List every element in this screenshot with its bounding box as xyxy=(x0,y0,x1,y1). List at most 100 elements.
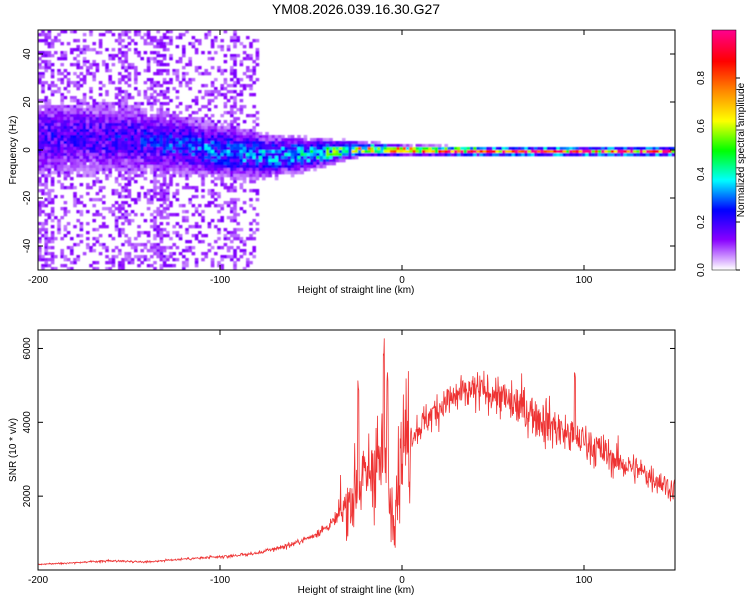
heatmap-cell xyxy=(38,249,42,253)
heatmap-cell xyxy=(198,123,202,127)
heatmap-cell xyxy=(191,168,196,172)
heatmap-cell xyxy=(153,165,157,169)
heatmap-cell xyxy=(204,156,208,160)
heatmap-cell xyxy=(188,162,192,166)
heatmap-cell xyxy=(47,138,52,142)
heatmap-cell xyxy=(82,135,87,139)
heatmap-cell xyxy=(111,264,116,268)
heatmap-cell xyxy=(470,147,474,151)
heatmap-cell xyxy=(210,99,215,103)
heatmap-cell xyxy=(63,171,68,175)
heatmap-cell xyxy=(210,201,215,205)
heatmap-cell xyxy=(159,60,164,64)
heatmap-cell xyxy=(278,138,282,142)
heatmap-cell xyxy=(41,75,45,79)
heatmap-cell xyxy=(95,228,100,232)
heatmap-cell xyxy=(143,144,148,148)
heatmap-cell xyxy=(140,243,144,247)
heatmap-cell xyxy=(54,195,58,199)
heatmap-cell xyxy=(354,147,359,151)
heatmap-cell xyxy=(252,60,256,64)
heatmap-cell xyxy=(233,39,237,43)
heatmap-cell xyxy=(255,198,260,202)
colorbar-step xyxy=(712,266,736,269)
heatmap-cell xyxy=(86,114,90,118)
heatmap-cell xyxy=(146,198,151,202)
heatmap-cell xyxy=(204,204,208,208)
heatmap-cell xyxy=(191,99,196,103)
heatmap-cell xyxy=(217,132,221,136)
heatmap-cell xyxy=(226,135,231,139)
heatmap-cell xyxy=(262,171,266,175)
heatmap-cell xyxy=(108,261,112,265)
heatmap-cell xyxy=(242,141,247,145)
heatmap-cell xyxy=(134,132,138,136)
heatmap-cell xyxy=(108,168,112,172)
heatmap-cell xyxy=(137,132,141,136)
heatmap-cell xyxy=(92,147,96,151)
heatmap-cell xyxy=(306,168,311,172)
heatmap-cell xyxy=(121,243,125,247)
heatmap-cell xyxy=(428,144,432,148)
heatmap-cell xyxy=(47,150,52,154)
heatmap-cell xyxy=(118,195,122,199)
heatmap-cell xyxy=(537,153,541,157)
heatmap-cell xyxy=(143,165,148,169)
heatmap-cell xyxy=(89,162,93,166)
heatmap-cell xyxy=(236,198,240,202)
heatmap-cell xyxy=(153,57,157,61)
heatmap-cell xyxy=(38,66,42,70)
heatmap-cell xyxy=(383,147,388,151)
heatmap-cell xyxy=(262,138,266,142)
heatmap-cell xyxy=(258,162,263,166)
heatmap-cell xyxy=(431,147,436,151)
heatmap-cell xyxy=(98,51,103,55)
heatmap-cell xyxy=(578,150,583,154)
heatmap-cell xyxy=(335,156,340,160)
heatmap-cell xyxy=(255,222,260,226)
heatmap-cell xyxy=(649,147,653,151)
heatmap-cell xyxy=(255,111,260,115)
heatmap-cell xyxy=(89,33,93,37)
heatmap-cell xyxy=(44,144,48,148)
heatmap-cell xyxy=(166,255,170,259)
heatmap-cell xyxy=(332,144,336,148)
heatmap-cell xyxy=(86,105,90,109)
heatmap-cell xyxy=(159,69,164,73)
heatmap-cell xyxy=(210,147,215,151)
heatmap-cell xyxy=(153,129,157,133)
heatmap-cell xyxy=(204,168,208,172)
heatmap-cell xyxy=(306,141,311,145)
heatmap-cell xyxy=(140,57,144,61)
heatmap-cell xyxy=(86,186,90,190)
heatmap-cell xyxy=(252,141,256,145)
heatmap-cell xyxy=(124,60,128,64)
colorbar-step xyxy=(712,78,736,81)
heatmap-cell xyxy=(194,264,199,268)
heatmap-cell xyxy=(54,216,58,220)
heatmap-cell xyxy=(230,240,234,244)
heatmap-cell xyxy=(252,39,256,43)
heatmap-cell xyxy=(255,159,260,163)
heatmap-cell xyxy=(204,174,208,178)
heatmap-cell xyxy=(50,165,55,169)
heatmap-cell xyxy=(220,84,224,88)
heatmap-cell xyxy=(79,222,84,226)
heatmap-cell xyxy=(294,165,298,169)
heatmap-cell xyxy=(217,192,221,196)
heatmap-cell xyxy=(495,153,500,157)
heatmap-cell xyxy=(73,168,77,172)
heatmap-cell xyxy=(111,129,116,133)
heatmap-cell xyxy=(114,126,119,130)
heatmap-cell xyxy=(630,153,634,157)
heatmap-cell xyxy=(63,177,68,181)
heatmap-cell xyxy=(63,132,68,136)
heatmap-cell xyxy=(82,78,87,82)
heatmap-cell xyxy=(265,168,269,172)
heatmap-cell xyxy=(76,165,80,169)
heatmap-cell xyxy=(143,132,148,136)
heatmap-cell xyxy=(86,147,90,151)
heatmap-cell xyxy=(358,147,362,151)
heatmap-cell xyxy=(182,132,186,136)
heatmap-cell xyxy=(246,129,250,133)
